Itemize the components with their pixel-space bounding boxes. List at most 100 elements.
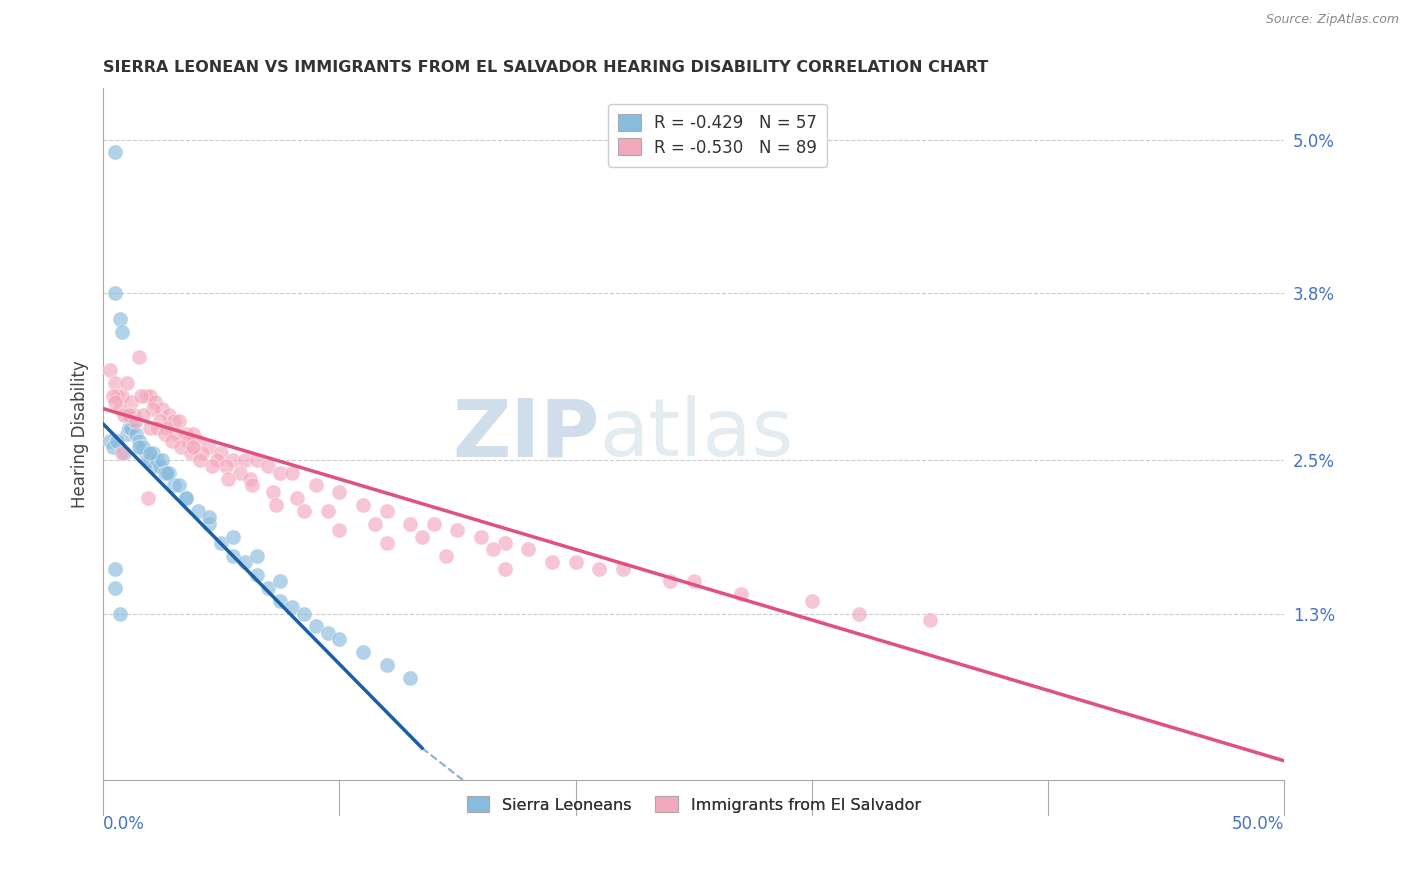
Point — [659, 574, 682, 589]
Point — [191, 446, 214, 460]
Point — [222, 452, 245, 467]
Point — [198, 440, 221, 454]
Point — [328, 632, 350, 647]
Point — [292, 504, 315, 518]
Point — [198, 516, 221, 531]
Point — [104, 145, 127, 160]
Point — [375, 657, 398, 672]
Point — [139, 446, 162, 460]
Point — [105, 389, 128, 403]
Point — [246, 549, 269, 563]
Point — [364, 516, 387, 531]
Point — [108, 607, 131, 621]
Point — [129, 440, 152, 454]
Point — [205, 452, 228, 467]
Point — [209, 536, 232, 550]
Point — [160, 434, 183, 448]
Point — [156, 421, 179, 435]
Point — [541, 555, 564, 569]
Point — [257, 581, 280, 595]
Point — [132, 408, 155, 422]
Point — [434, 549, 457, 563]
Point — [177, 434, 200, 448]
Point — [180, 446, 202, 460]
Text: atlas: atlas — [599, 395, 793, 473]
Point — [399, 671, 422, 685]
Point — [181, 427, 204, 442]
Text: 50.0%: 50.0% — [1232, 814, 1284, 832]
Point — [132, 440, 155, 454]
Text: ZIP: ZIP — [451, 395, 599, 473]
Point — [215, 459, 238, 474]
Point — [188, 452, 211, 467]
Point — [157, 466, 180, 480]
Point — [128, 434, 150, 448]
Point — [170, 440, 193, 454]
Point — [153, 427, 176, 442]
Point — [246, 452, 269, 467]
Point — [125, 427, 148, 442]
Point — [142, 446, 165, 460]
Point — [588, 562, 610, 576]
Point — [118, 421, 141, 435]
Point — [104, 286, 127, 301]
Point — [612, 562, 634, 576]
Point — [264, 498, 287, 512]
Point — [494, 536, 516, 550]
Point — [142, 401, 165, 416]
Point — [104, 562, 127, 576]
Point — [222, 530, 245, 544]
Point — [174, 427, 197, 442]
Point — [564, 555, 586, 569]
Point — [143, 459, 166, 474]
Point — [98, 363, 121, 377]
Point — [201, 459, 224, 474]
Point — [139, 421, 162, 435]
Point — [517, 542, 540, 557]
Point — [128, 351, 150, 365]
Point — [352, 498, 374, 512]
Point — [139, 452, 162, 467]
Point — [198, 510, 221, 524]
Point — [146, 452, 169, 467]
Point — [111, 446, 134, 460]
Point — [281, 466, 304, 480]
Point — [269, 593, 291, 607]
Point — [101, 440, 124, 454]
Point — [328, 484, 350, 499]
Point — [115, 408, 138, 422]
Point — [111, 389, 134, 403]
Point — [104, 395, 127, 409]
Point — [470, 530, 492, 544]
Point — [281, 600, 304, 615]
Point — [104, 376, 127, 390]
Point — [167, 414, 190, 428]
Point — [316, 504, 339, 518]
Y-axis label: Hearing Disability: Hearing Disability — [72, 360, 89, 508]
Point — [122, 408, 145, 422]
Point — [285, 491, 308, 506]
Point — [222, 549, 245, 563]
Point — [229, 466, 252, 480]
Legend: Sierra Leoneans, Immigrants from El Salvador: Sierra Leoneans, Immigrants from El Salv… — [458, 788, 928, 821]
Point — [108, 311, 131, 326]
Point — [139, 389, 162, 403]
Point — [115, 427, 138, 442]
Point — [174, 491, 197, 506]
Point — [135, 446, 157, 460]
Point — [115, 376, 138, 390]
Point — [129, 389, 152, 403]
Point — [328, 523, 350, 537]
Point — [122, 414, 145, 428]
Point — [217, 472, 239, 486]
Point — [233, 555, 256, 569]
Point — [163, 478, 186, 492]
Point — [150, 401, 173, 416]
Point — [136, 452, 159, 467]
Point — [800, 593, 823, 607]
Point — [101, 389, 124, 403]
Point — [305, 619, 328, 633]
Text: Source: ZipAtlas.com: Source: ZipAtlas.com — [1265, 13, 1399, 27]
Point — [446, 523, 468, 537]
Point — [352, 645, 374, 659]
